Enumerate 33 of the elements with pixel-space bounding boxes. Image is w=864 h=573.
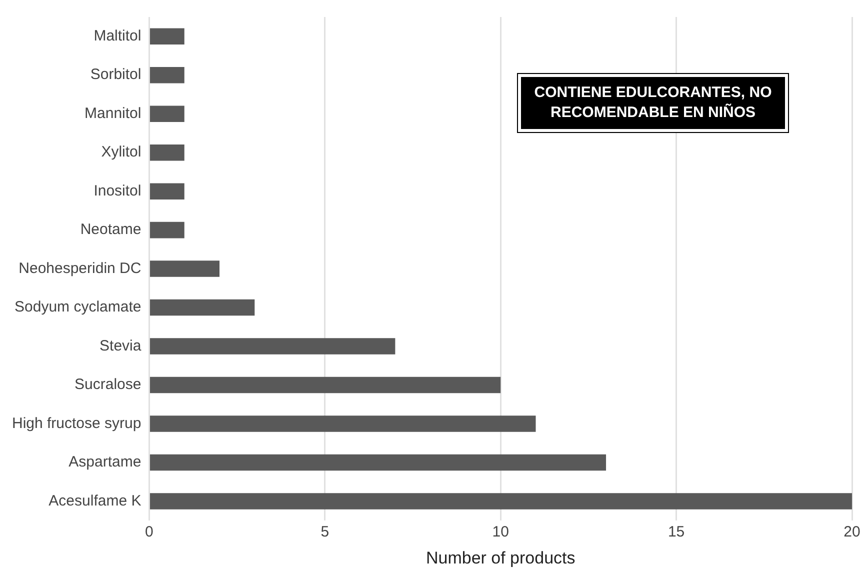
y-tick-label: Stevia [100, 337, 142, 354]
y-tick-label: Inositol [94, 182, 142, 200]
y-tick-label: Maltitol [94, 28, 142, 45]
bar [150, 493, 852, 510]
bar [150, 28, 184, 45]
x-tick-label: 10 [492, 524, 509, 541]
y-tick-label: Mannitol [84, 104, 142, 122]
y-tick-label: Acesulfame K [48, 492, 142, 510]
bar [150, 338, 396, 354]
bar [150, 299, 255, 316]
y-tick-label: Sucralose [74, 376, 142, 394]
bar [150, 222, 184, 238]
bar [150, 66, 184, 84]
y-tick-label: Sodyum cyclamate [14, 298, 142, 316]
bar [150, 260, 220, 277]
bar [150, 144, 184, 161]
bar [150, 416, 536, 432]
x-axis-title: Number of products [426, 548, 576, 568]
y-tick-label: Neotame [80, 221, 142, 238]
y-tick-label: Aspartame [68, 454, 142, 471]
x-tick-label: 15 [668, 524, 685, 541]
y-tick-label: Neohesperidin DC [18, 260, 142, 277]
bar [150, 183, 184, 200]
x-tick-label: 0 [145, 524, 154, 541]
y-tick-label: Xylitol [101, 144, 142, 161]
x-tick-label: 20 [844, 524, 860, 541]
y-tick-label: High fructose syrup [12, 414, 142, 432]
bar [150, 106, 184, 122]
y-tick-label: Sorbitol [90, 66, 142, 84]
bar [150, 376, 501, 394]
bar [150, 454, 606, 471]
x-tick-label: 5 [320, 524, 330, 541]
warning-label: CONTIENE EDULCORANTES, NO RECOMENDABLE EN NIÑOS [518, 74, 788, 132]
